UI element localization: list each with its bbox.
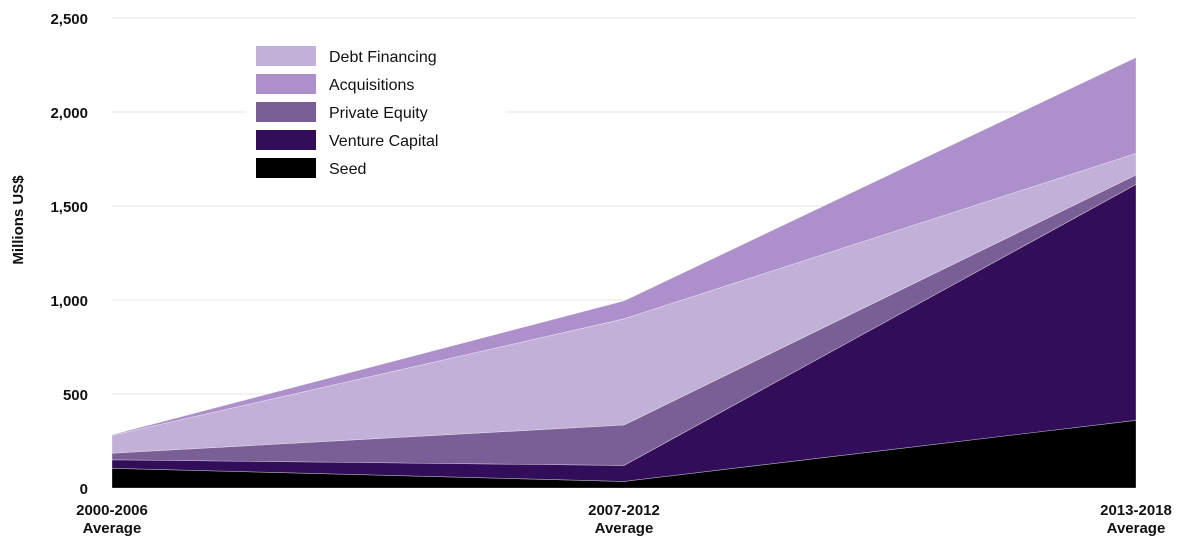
legend-label-venture-capital: Venture Capital	[329, 133, 438, 150]
legend-swatch-debt-financing	[256, 46, 316, 66]
y-axis-title: Millions US$	[10, 175, 27, 265]
x-tick-label-line: Average	[83, 520, 142, 537]
y-tick-label: 0	[80, 481, 88, 498]
x-tick-label-line: 2013-2018	[1100, 502, 1172, 519]
y-tick-label: 1,000	[50, 293, 88, 310]
x-tick-label-line: 2000-2006	[76, 502, 148, 519]
x-tick-label: 2007-2012 Average	[588, 502, 660, 537]
y-tick-label: 1,500	[50, 199, 88, 216]
legend-label-debt-financing: Debt Financing	[329, 49, 437, 66]
legend-swatch-venture-capital	[256, 130, 316, 150]
stacked-areas	[111, 57, 1137, 489]
legend-label-acquisitions: Acquisitions	[329, 77, 414, 94]
legend-swatch-seed	[256, 158, 316, 178]
area-acquisitions	[111, 57, 1137, 436]
y-tick-label: 500	[63, 387, 88, 404]
legend: Debt Financing Acquisitions Private Equity…	[246, 40, 506, 188]
x-tick-label-line: Average	[595, 520, 654, 537]
legend-label-private-equity: Private Equity	[329, 105, 428, 122]
x-tick-label-line: 2007-2012	[588, 502, 660, 519]
y-tick-label: 2,500	[50, 11, 88, 28]
x-tick-label: 2000-2006 Average	[76, 502, 148, 537]
x-tick-label: 2013-2018 Average	[1100, 502, 1172, 537]
legend-swatch-private-equity	[256, 102, 316, 122]
y-axis-ticks: 0 500 1,000 1,500 2,000 2,500	[50, 11, 88, 498]
y-axis: Millions US$	[10, 175, 27, 265]
legend-swatch-acquisitions	[256, 74, 316, 94]
y-tick-label: 2,000	[50, 105, 88, 122]
legend-label-seed: Seed	[329, 161, 366, 178]
x-tick-label-line: Average	[1107, 520, 1166, 537]
